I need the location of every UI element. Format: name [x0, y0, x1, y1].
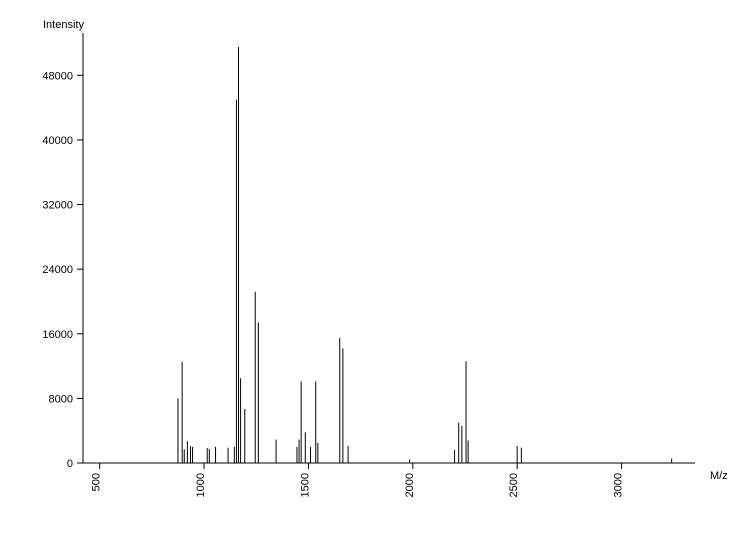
svg-text:24000: 24000: [42, 264, 73, 276]
svg-text:0: 0: [67, 458, 73, 470]
svg-text:8000: 8000: [49, 393, 73, 405]
svg-text:Intensity: Intensity: [43, 19, 84, 31]
svg-text:500: 500: [91, 473, 103, 491]
svg-text:M/z: M/z: [710, 470, 728, 482]
svg-text:40000: 40000: [42, 135, 73, 147]
mass-spectrum-chart: 0 8000 16000 24000 32000 40000 48000 500 1000 150…: [0, 0, 750, 540]
svg-text:48000: 48000: [42, 70, 73, 82]
svg-text:16000: 16000: [42, 329, 73, 341]
svg-text:2000: 2000: [404, 473, 416, 497]
svg-text:2500: 2500: [508, 473, 520, 497]
svg-text:3000: 3000: [613, 473, 625, 497]
svg-text:1500: 1500: [299, 473, 311, 497]
svg-text:32000: 32000: [42, 200, 73, 212]
svg-text:1000: 1000: [195, 473, 207, 497]
spectrum-plot: 0 8000 16000 24000 32000 40000 48000 500 1000 150…: [0, 0, 750, 540]
